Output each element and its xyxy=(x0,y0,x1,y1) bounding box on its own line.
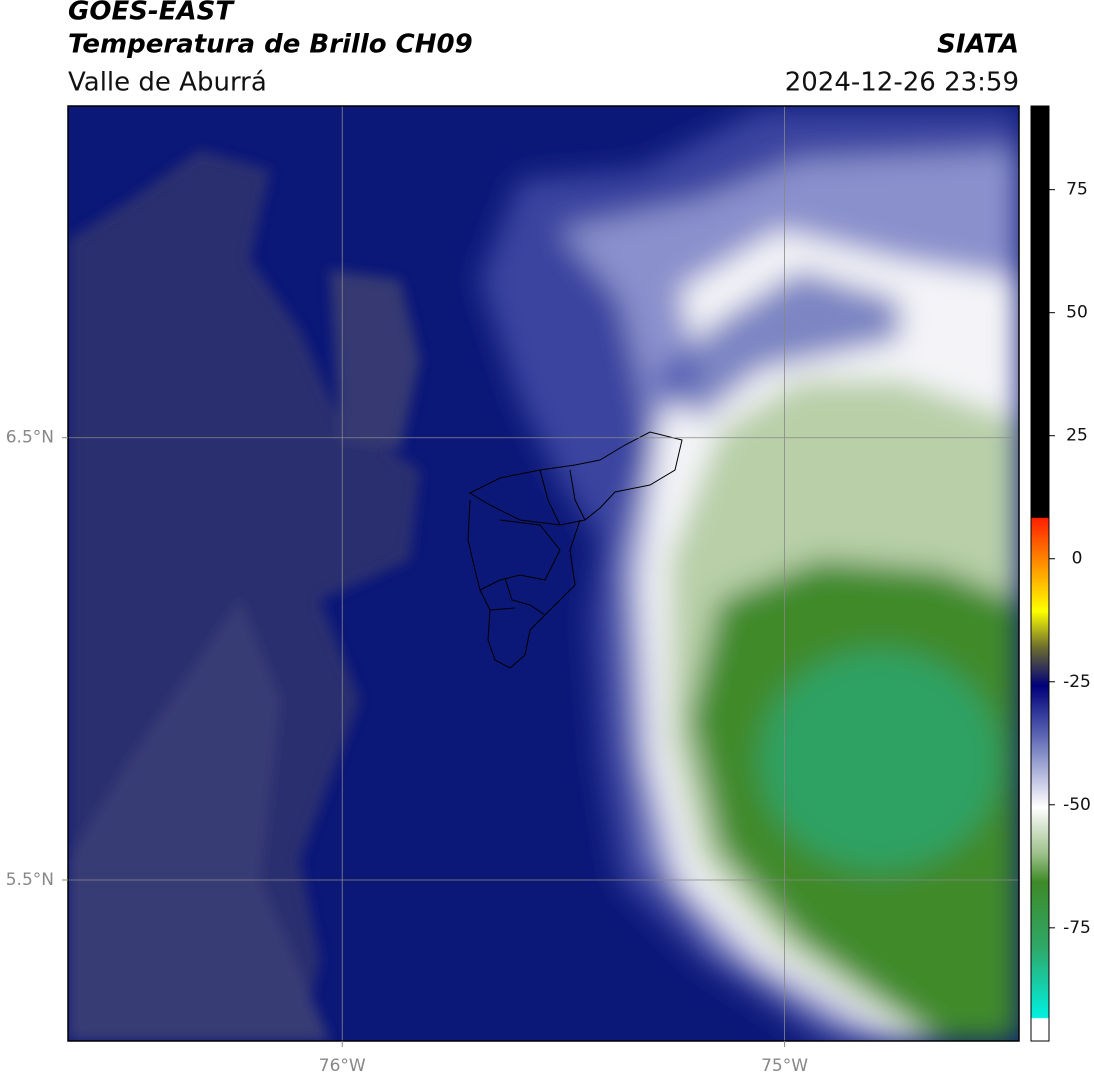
x-tick-label: 75°W xyxy=(761,1056,808,1076)
y-tick-label: 5.5°N xyxy=(6,870,54,890)
grid xyxy=(68,106,1019,1041)
colorbar-tick-label: 75 xyxy=(1066,180,1088,200)
colorbar-tick-label: -25 xyxy=(1063,672,1091,692)
colorbar-tick-label: 25 xyxy=(1066,426,1088,446)
colorbar-tick-label: 50 xyxy=(1066,303,1088,323)
boundaries xyxy=(467,431,683,669)
x-tick-label: 76°W xyxy=(319,1056,366,1076)
y-tick-label: 6.5°N xyxy=(6,428,54,448)
colorbar xyxy=(1030,105,1050,1042)
region: Valle de Aburrá xyxy=(68,68,267,98)
header: GOES-EAST Temperatura de Brillo CH09 Val… xyxy=(68,0,1019,98)
datetime: 2024-12-26 23:59 xyxy=(785,68,1019,98)
source: SIATA xyxy=(937,30,1019,60)
satellite-image xyxy=(68,106,1019,1041)
subtitle: Temperatura de Brillo CH09 xyxy=(68,30,473,60)
colorbar-tick-label: -75 xyxy=(1063,918,1091,938)
map-frame xyxy=(67,105,1020,1042)
colorbar-tick-label: 0 xyxy=(1072,549,1083,569)
colorbar-tick-label: -50 xyxy=(1063,795,1091,815)
title: GOES-EAST xyxy=(68,0,235,27)
